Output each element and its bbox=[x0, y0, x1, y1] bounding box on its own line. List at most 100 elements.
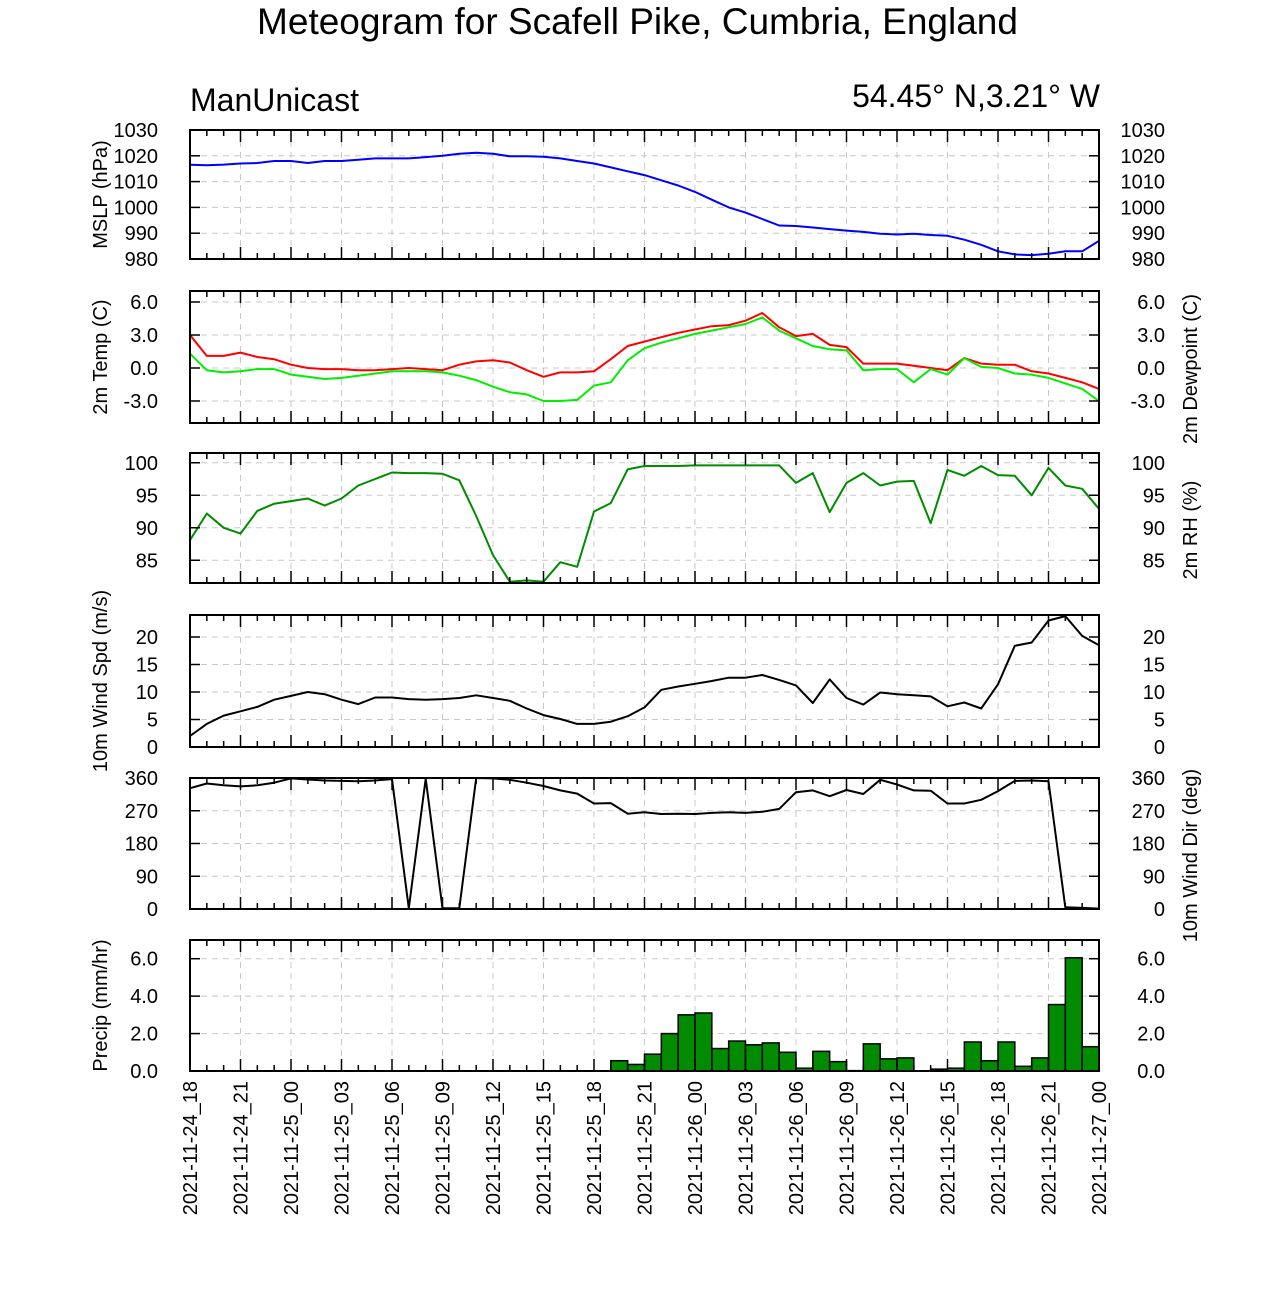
x-tick-label: 2021-11-26_00 bbox=[685, 1081, 707, 1215]
y-tick-label-left: 3.0 bbox=[130, 325, 158, 347]
x-tick-label: 2021-11-25_15 bbox=[534, 1081, 556, 1215]
y-tick-label-left: 0.0 bbox=[130, 1061, 158, 1083]
precip-bar bbox=[711, 1047, 730, 1072]
y-tick-label-right: 3.0 bbox=[1137, 325, 1165, 347]
y-axis-title-right: 2m RH (%) bbox=[1180, 481, 1202, 580]
precip-bar bbox=[862, 1043, 881, 1072]
wspd-series-line-0 bbox=[189, 615, 1100, 737]
y-axis-title-left: 2m Temp (C) bbox=[90, 299, 112, 414]
precip-bar bbox=[997, 1041, 1016, 1072]
precip-bar bbox=[744, 1044, 764, 1072]
precip-bar bbox=[660, 1032, 679, 1072]
temp-series-line-0 bbox=[189, 312, 1100, 390]
y-tick-label-right: 90 bbox=[1143, 866, 1165, 888]
x-tick-label: 2021-11-24_18 bbox=[180, 1081, 202, 1215]
y-tick-label-right: 20 bbox=[1143, 627, 1165, 649]
y-tick-label-right: 0.0 bbox=[1137, 1061, 1165, 1083]
y-axis-title-right: 10m Wind Dir (deg) bbox=[1180, 769, 1202, 942]
panel-wdir: 0 0 90 90 180 180 270 270 360 360 10m Wind Dir (de… bbox=[125, 768, 1202, 942]
y-tick-label-left: 0 bbox=[147, 737, 158, 759]
y-tick-label-left: 5 bbox=[147, 710, 158, 732]
y-tick-label-left: 980 bbox=[125, 249, 158, 271]
precip-bar bbox=[896, 1057, 915, 1072]
y-tick-label-right: 1000 bbox=[1121, 197, 1166, 219]
y-tick-label-right: 1030 bbox=[1121, 120, 1166, 142]
precip-bar bbox=[1064, 957, 1083, 1072]
x-tick-label: 2021-11-27_00 bbox=[1089, 1081, 1111, 1215]
chart-title: Meteogram for Scafell Pike, Cumbria, Eng… bbox=[257, 1, 1018, 42]
y-tick-label-right: 85 bbox=[1143, 550, 1165, 572]
y-tick-label-left: 4.0 bbox=[130, 986, 158, 1008]
x-tick-label: 2021-11-25_03 bbox=[332, 1081, 354, 1215]
y-tick-label-right: 990 bbox=[1132, 223, 1165, 245]
x-tick-label: 2021-11-26_03 bbox=[736, 1081, 758, 1215]
y-tick-label-right: 1020 bbox=[1121, 146, 1166, 168]
precip-bar bbox=[761, 1042, 780, 1072]
precip-bar bbox=[643, 1053, 663, 1072]
y-axis-title-left: MSLP (hPa) bbox=[90, 140, 112, 249]
precip-bar bbox=[879, 1058, 898, 1072]
x-tick-label: 2021-11-25_21 bbox=[635, 1081, 657, 1215]
precip-bar bbox=[963, 1041, 982, 1072]
x-tick-label: 2021-11-25_12 bbox=[483, 1081, 505, 1215]
y-tick-label-left: 0.0 bbox=[130, 358, 158, 380]
location-coordinates: 54.45° N,3.21° W bbox=[852, 78, 1100, 114]
y-tick-label-left: 95 bbox=[136, 485, 158, 507]
y-tick-label-left: 90 bbox=[136, 866, 158, 888]
y-tick-label-right: 100 bbox=[1132, 453, 1165, 475]
y-tick-label-right: 0.0 bbox=[1137, 358, 1165, 380]
precip-bar bbox=[828, 1060, 848, 1072]
y-tick-label-right: 6.0 bbox=[1137, 292, 1165, 314]
x-tick-label: 2021-11-25_06 bbox=[382, 1081, 404, 1215]
x-tick-label: 2021-11-24_21 bbox=[231, 1081, 253, 1215]
x-tick-label: 2021-11-26_06 bbox=[786, 1081, 808, 1215]
y-tick-label-right: 5 bbox=[1154, 710, 1165, 732]
x-tick-label: 2021-11-26_12 bbox=[887, 1081, 909, 1215]
x-tick-label: 2021-11-25_00 bbox=[281, 1081, 303, 1215]
y-tick-label-left: 20 bbox=[136, 627, 158, 649]
y-tick-label-left: 990 bbox=[125, 223, 158, 245]
y-axis-title-left: Precip (mm/hr) bbox=[90, 939, 112, 1071]
y-tick-label-right: 10 bbox=[1143, 682, 1165, 704]
y-tick-label-left: 6.0 bbox=[130, 292, 158, 314]
y-tick-label-left: 100 bbox=[125, 453, 158, 475]
y-tick-label-right: 980 bbox=[1132, 249, 1165, 271]
y-tick-label-left: 1030 bbox=[114, 120, 159, 142]
precip-bar bbox=[1030, 1057, 1050, 1072]
y-tick-label-left: 1010 bbox=[114, 172, 159, 194]
panel-temp: -3.0 -3.0 0.0 0.0 3.0 3.0 6.0 6.0 2m Temp (C) 2m … bbox=[90, 290, 1202, 444]
y-tick-label-right: 15 bbox=[1143, 655, 1165, 677]
y-tick-label-right: 0 bbox=[1154, 899, 1165, 921]
y-tick-label-left: 15 bbox=[136, 655, 158, 677]
precip-bar bbox=[694, 1012, 713, 1072]
panel-rh: 85 85 90 90 95 95 100 100 2m RH (%) bbox=[125, 452, 1202, 584]
x-tick-label: 2021-11-25_18 bbox=[584, 1081, 606, 1215]
x-tick-label: 2021-11-26_18 bbox=[988, 1081, 1010, 1215]
y-tick-label-right: 1010 bbox=[1121, 172, 1166, 194]
x-tick-label: 2021-11-26_21 bbox=[1039, 1081, 1061, 1215]
y-tick-label-left: 2.0 bbox=[130, 1024, 158, 1046]
temp-series-line-1 bbox=[189, 316, 1100, 402]
precip-bar bbox=[727, 1040, 747, 1072]
y-tick-label-right: 270 bbox=[1132, 801, 1165, 823]
y-axis-title-right: 2m Dewpoint (C) bbox=[1180, 294, 1202, 444]
y-tick-label-right: 95 bbox=[1143, 485, 1165, 507]
y-tick-label-left: 270 bbox=[125, 801, 158, 823]
y-tick-label-right: 360 bbox=[1132, 768, 1165, 790]
y-tick-label-right: 2.0 bbox=[1137, 1024, 1165, 1046]
y-tick-label-left: -3.0 bbox=[124, 391, 158, 413]
y-tick-label-right: 4.0 bbox=[1137, 986, 1165, 1008]
y-tick-label-left: 10 bbox=[136, 682, 158, 704]
panel-wspd: 0 0 5 5 10 10 15 15 20 20 10m Wind Spd (m/s) bbox=[90, 590, 1165, 772]
precip-bar bbox=[778, 1051, 797, 1072]
y-tick-label-left: 1020 bbox=[114, 146, 159, 168]
y-tick-label-right: 6.0 bbox=[1137, 949, 1165, 971]
precip-bar bbox=[812, 1050, 831, 1072]
x-tick-label: 2021-11-25_09 bbox=[433, 1081, 455, 1215]
precip-bar bbox=[980, 1059, 999, 1072]
y-tick-label-right: -3.0 bbox=[1131, 391, 1165, 413]
y-axis-title-left: 10m Wind Spd (m/s) bbox=[90, 590, 112, 772]
y-tick-label-left: 360 bbox=[125, 768, 158, 790]
y-tick-label-left: 180 bbox=[125, 834, 158, 856]
y-tick-label-left: 6.0 bbox=[130, 949, 158, 971]
